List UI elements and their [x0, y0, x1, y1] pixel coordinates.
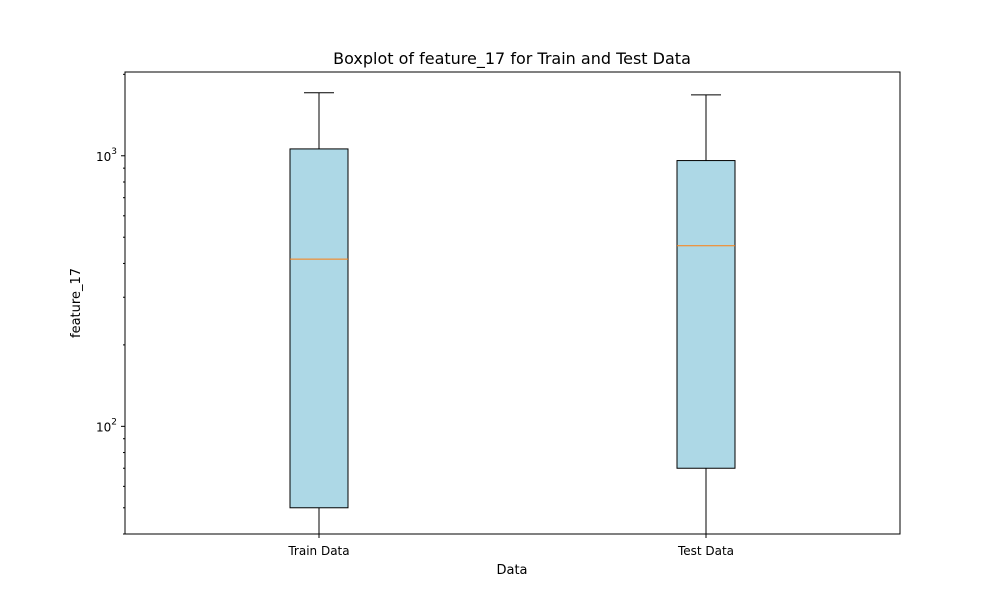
box-train-data: [289, 92, 349, 534]
y-tick-label: 102: [96, 417, 117, 434]
x-axis-ticks: Train Data Test Data: [287, 534, 734, 558]
y-axis-ticks: 102 103: [96, 73, 125, 535]
chart-title: Boxplot of feature_17 for Train and Test…: [333, 49, 691, 69]
iqr-box: [676, 160, 736, 469]
plot-area: [289, 92, 736, 534]
y-axis-label: feature_17: [69, 268, 84, 338]
x-tick-label: Train Data: [287, 544, 349, 558]
box-test-data: [676, 94, 736, 534]
y-tick-label: 103: [96, 147, 117, 164]
x-axis-label: Data: [496, 563, 527, 578]
x-tick-label: Test Data: [677, 544, 734, 558]
plot-frame: [124, 71, 901, 535]
iqr-box: [289, 148, 349, 509]
